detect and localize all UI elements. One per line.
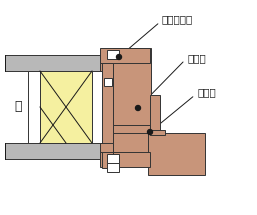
Bar xyxy=(5,143,125,159)
Circle shape xyxy=(148,129,152,135)
Bar xyxy=(107,154,119,163)
Bar xyxy=(102,63,113,152)
Bar xyxy=(102,152,113,168)
Text: ドア架: ドア架 xyxy=(187,53,206,63)
Bar xyxy=(100,63,113,71)
Text: 扇: 扇 xyxy=(172,149,179,161)
Text: 戸当り: 戸当り xyxy=(197,87,216,97)
Text: 壁: 壁 xyxy=(14,100,22,114)
Bar xyxy=(104,78,112,86)
Bar xyxy=(107,163,119,172)
Bar xyxy=(150,130,165,135)
Bar xyxy=(100,143,113,152)
Bar xyxy=(5,71,125,143)
Text: ケーシング: ケーシング xyxy=(162,14,193,24)
Bar xyxy=(107,50,119,59)
Bar xyxy=(100,152,150,167)
Bar xyxy=(148,133,205,175)
Circle shape xyxy=(135,106,141,111)
Bar xyxy=(100,48,150,63)
Bar xyxy=(40,71,92,143)
Circle shape xyxy=(116,54,122,60)
Bar xyxy=(28,71,40,143)
Bar xyxy=(150,95,160,133)
Bar xyxy=(113,48,151,165)
Bar xyxy=(113,125,150,133)
Bar xyxy=(92,71,102,143)
Bar xyxy=(5,55,125,71)
